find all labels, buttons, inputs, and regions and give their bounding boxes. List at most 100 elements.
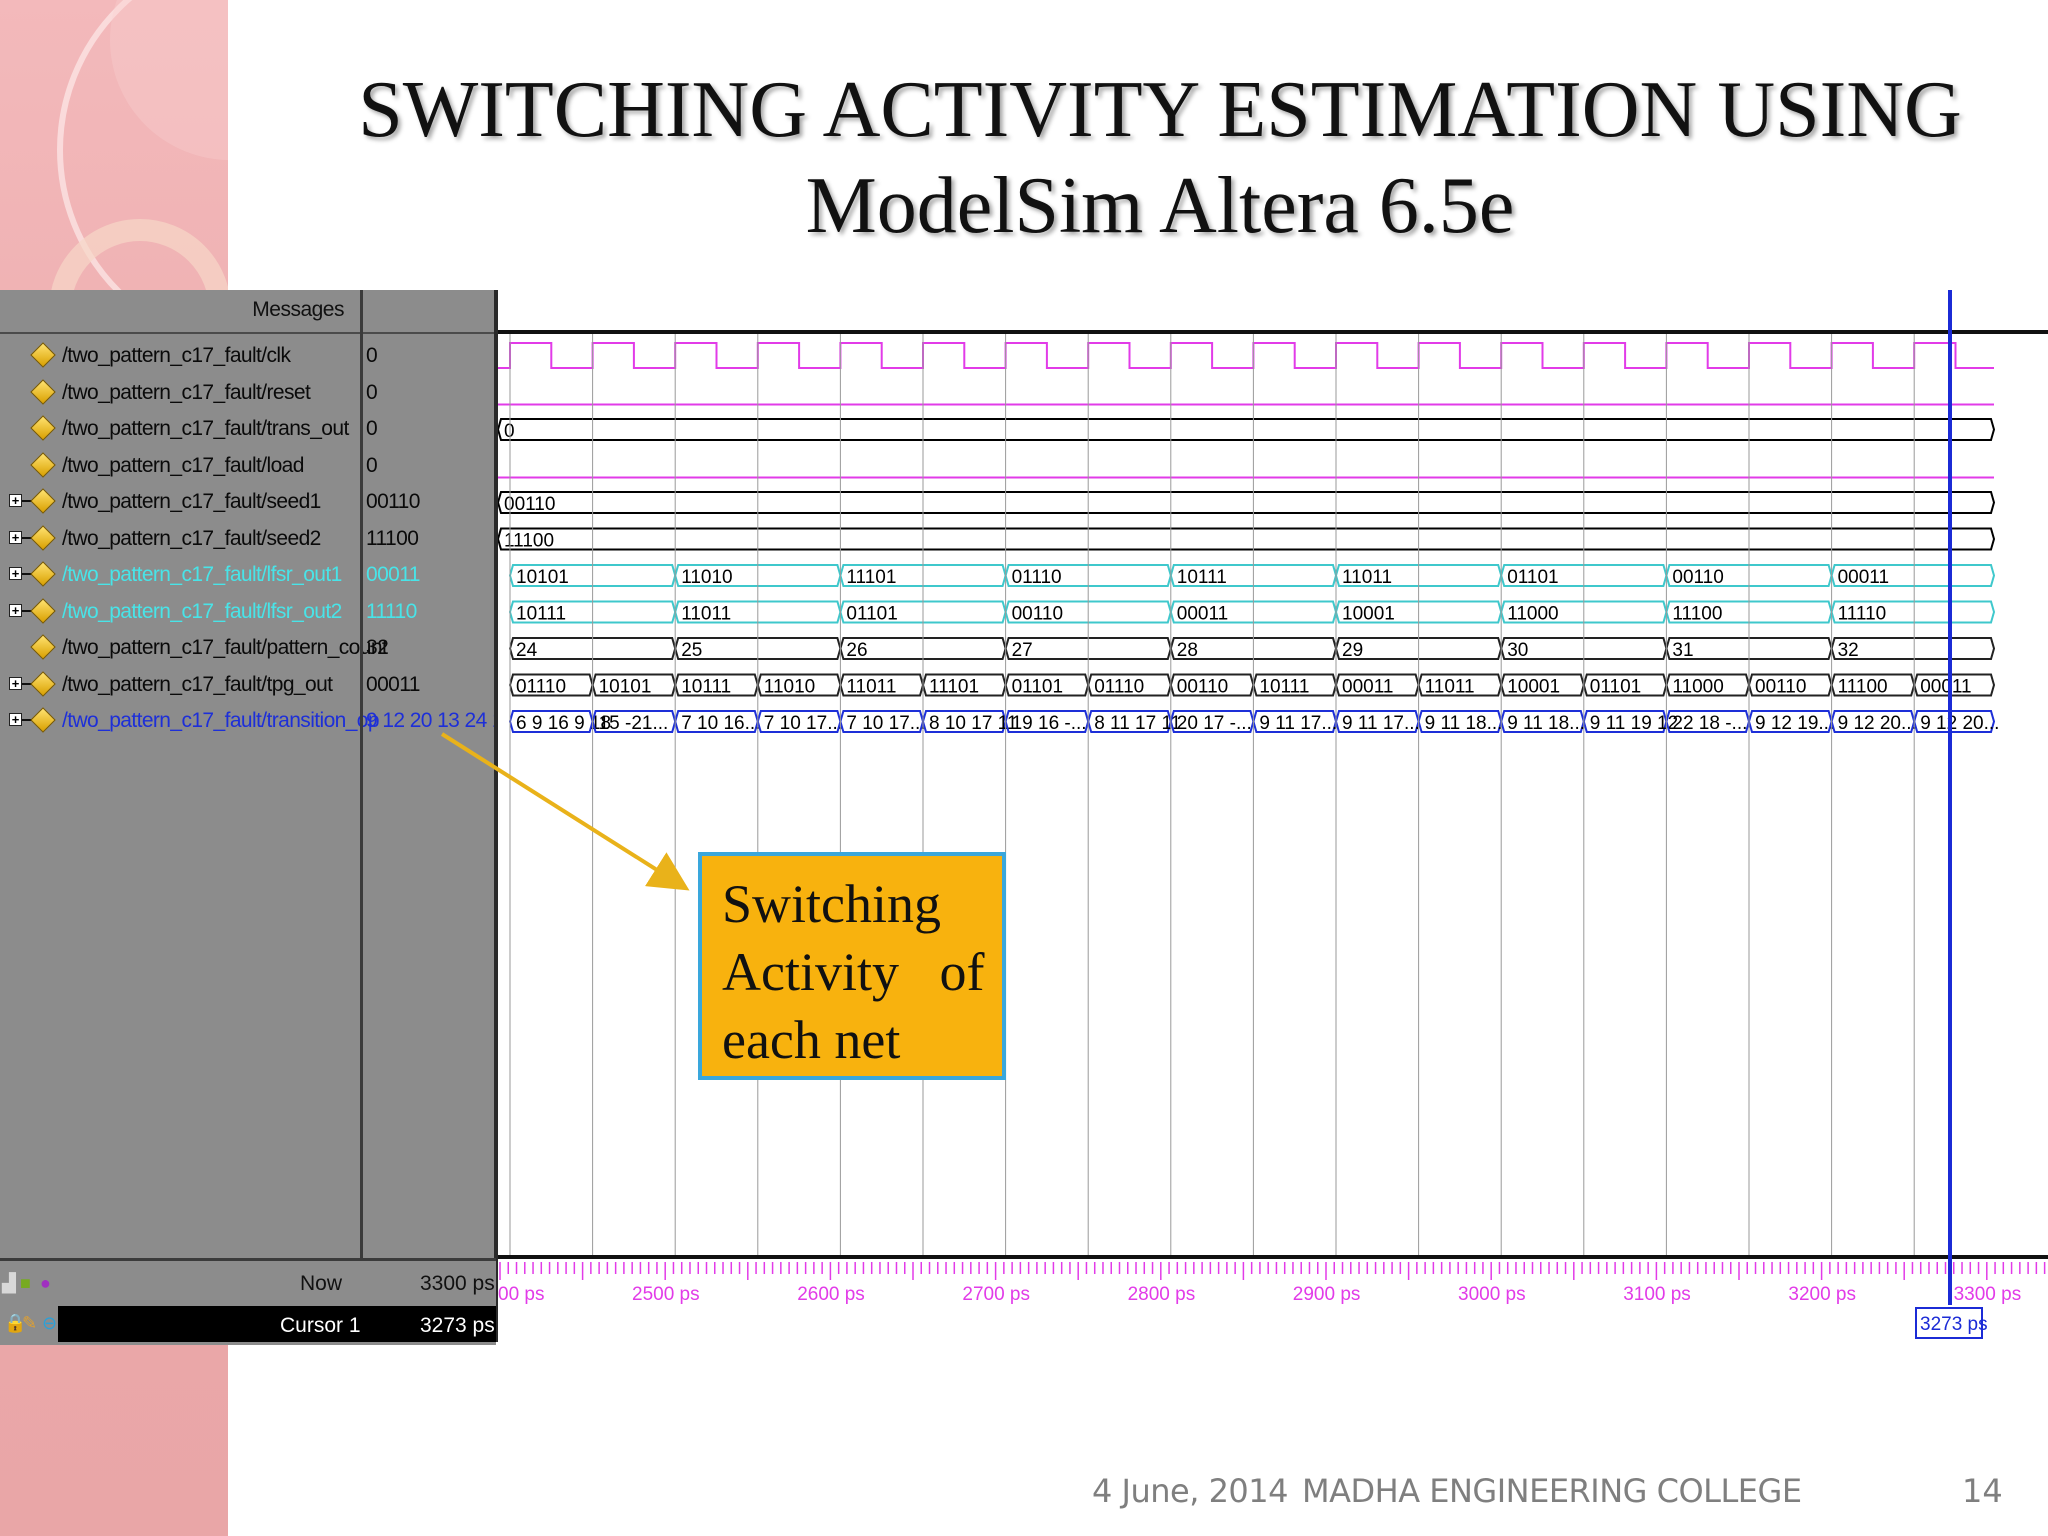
slide-title-line2: ModelSim Altera 6.5e (805, 162, 1515, 250)
bus-value-label: 10101 (599, 677, 652, 698)
bus-value-label: 01110 (1012, 567, 1062, 588)
bus-value-label: 10111 (1177, 567, 1227, 588)
bus-value-label: 10001 (1507, 677, 1560, 698)
bus-value-label: 28 (1177, 640, 1198, 661)
tree-connector (22, 500, 32, 502)
bus-value-label: 7 10 16... (681, 713, 760, 734)
now-value: 3300 ps (420, 1272, 495, 1295)
bus-value-label: 6 9 16 9 18 (516, 713, 611, 734)
bus-value-label: 11011 (1425, 677, 1475, 698)
signal-row[interactable]: /two_pattern_c17_fault/trans_out 0 (0, 411, 496, 447)
bus-value-label: 11100 (504, 531, 554, 552)
signal-name[interactable]: /two_pattern_c17_fault/lfsr_out1 (62, 563, 342, 586)
bus-value-label: 00110 (1672, 567, 1723, 588)
bus-value-label: 19 16 -... (1012, 713, 1087, 734)
add-cursor-icon[interactable]: ● (40, 1273, 51, 1293)
signal-name[interactable]: /two_pattern_c17_fault/clk (62, 344, 291, 367)
signal-row[interactable]: + /two_pattern_c17_fault/transition_op 9 1… (0, 703, 515, 739)
bus-value-label: 00011 (1838, 567, 1889, 588)
callout-line: Activity of (722, 942, 985, 1002)
timeline-label: 2500 ps (632, 1284, 700, 1305)
signal-name[interactable]: /two_pattern_c17_fault/trans_out (62, 417, 349, 440)
pane-divider[interactable] (360, 290, 363, 1342)
waveform-area[interactable]: 0 00110 11100 10101 11010 11101 01110 10111 1101… (498, 290, 2048, 1342)
signal-value: 0 (366, 380, 378, 404)
tree-connector (22, 682, 32, 685)
bus-value-label: 10001 (1342, 604, 1395, 625)
bus-value-label: 9 11 18... (1425, 713, 1503, 734)
signal-diamond-icon (30, 488, 56, 514)
expand-icon[interactable]: + (9, 494, 22, 507)
edit-icon[interactable]: ✎ (22, 1313, 38, 1333)
callout-box: Switching Activity of each net (698, 852, 1006, 1080)
signal-row[interactable]: + /two_pattern_c17_fault/tpg_out 00011 (0, 667, 496, 703)
cursor-row[interactable] (58, 1306, 496, 1342)
expand-icon[interactable]: + (9, 676, 22, 690)
lock-icon[interactable]: 🔒 (4, 1313, 27, 1333)
signal-value: 0 (366, 344, 378, 367)
bus-value-label: 10101 (516, 567, 569, 588)
cursor-label: Cursor 1 (280, 1314, 361, 1337)
signal-value: 11110 (366, 599, 417, 623)
expand-icon[interactable]: + (9, 530, 22, 544)
signal-row[interactable]: /two_pattern_c17_fault/clk 0 (0, 338, 496, 374)
signal-name[interactable]: /two_pattern_c17_fault/seed2 (62, 526, 321, 550)
signal-value: 0 (366, 417, 378, 440)
footer-college: MADHA ENGINEERING COLLEGE (1302, 1472, 1802, 1510)
signal-row[interactable]: + /two_pattern_c17_fault/lfsr_out1 00011 (0, 557, 496, 593)
signal-diamond-icon (30, 378, 56, 405)
bus-value-label: 11000 (1507, 604, 1558, 625)
signal-row[interactable]: + /two_pattern_c17_fault/seed1 00110 (0, 484, 496, 520)
remove-cursor-icon[interactable]: ⊖ (42, 1313, 58, 1333)
signal-value: 00110 (366, 490, 420, 513)
tree-connector (22, 573, 32, 575)
bus-value-label: 01101 (846, 604, 897, 625)
signal-name[interactable]: /two_pattern_c17_fault/seed1 (62, 490, 321, 513)
signal-name[interactable]: /two_pattern_c17_fault/transition_op (62, 709, 380, 732)
bus-value-label: 15 -21... (599, 713, 669, 734)
signal-diamond-icon (30, 561, 56, 587)
bus-value-label: 9 12 19... (1755, 713, 1834, 734)
footer-date: 4 June, 2014 (1092, 1472, 1289, 1510)
bus-value-label: 7 10 17... (764, 713, 843, 734)
signal-value: 11100 (366, 526, 419, 550)
timeline-separator (498, 1255, 2048, 1259)
signal-value: 00011 (366, 563, 420, 586)
bus-value-label: 8 10 17 11 (929, 713, 1017, 734)
toolbar-icon[interactable]: ■ (20, 1273, 31, 1293)
bus-value-label: 32 (1838, 640, 1859, 661)
tree-connector (22, 719, 32, 721)
signal-row[interactable]: /two_pattern_c17_fault/load 0 (0, 448, 496, 484)
signal-name[interactable]: /two_pattern_c17_fault/tpg_out (62, 672, 333, 696)
signal-row[interactable]: + /two_pattern_c17_fault/seed2 11100 (0, 521, 496, 557)
bus-value-label: 8 11 17 11 (1094, 713, 1181, 734)
expand-icon[interactable]: + (9, 713, 22, 726)
signal-diamond-icon (30, 415, 56, 441)
timeline-label: 2900 ps (1293, 1284, 1361, 1305)
signal-row[interactable]: /two_pattern_c17_fault/pattern_count 32 (0, 630, 496, 666)
signal-row[interactable]: + /two_pattern_c17_fault/lfsr_out2 11110 (0, 594, 496, 630)
toolbar-icon[interactable]: ▟ (2, 1273, 16, 1293)
signal-name[interactable]: /two_pattern_c17_fault/load (62, 453, 304, 477)
bus-value-label: 30 (1507, 640, 1528, 661)
bus-value-label: 11011 (846, 677, 896, 698)
bus-value-label: 00110 (1755, 677, 1806, 698)
signal-name[interactable]: /two_pattern_c17_fault/reset (62, 380, 311, 404)
signal-diamond-icon (30, 670, 56, 697)
bus-value-label: 9 11 19 12 (1590, 713, 1678, 734)
signal-name[interactable]: /two_pattern_c17_fault/pattern_count (62, 636, 388, 659)
bus-segment (498, 418, 1996, 441)
signal-value: 00011 (366, 672, 420, 696)
bus-segment (498, 491, 1996, 514)
bus-value-label: 11010 (681, 567, 732, 588)
signal-row[interactable]: /two_pattern_c17_fault/reset 0 (0, 375, 496, 411)
cursor-value: 3273 ps (420, 1314, 495, 1337)
signal-name[interactable]: /two_pattern_c17_fault/lfsr_out2 (62, 599, 342, 623)
bus-segment (498, 527, 1996, 551)
bus-value-label: 7 10 17... (846, 713, 925, 734)
expand-icon[interactable]: + (9, 603, 22, 617)
bus-value-label: 31 (1672, 640, 1693, 661)
timeline-label: 3100 ps (1623, 1284, 1691, 1305)
expand-icon[interactable]: + (9, 567, 22, 580)
